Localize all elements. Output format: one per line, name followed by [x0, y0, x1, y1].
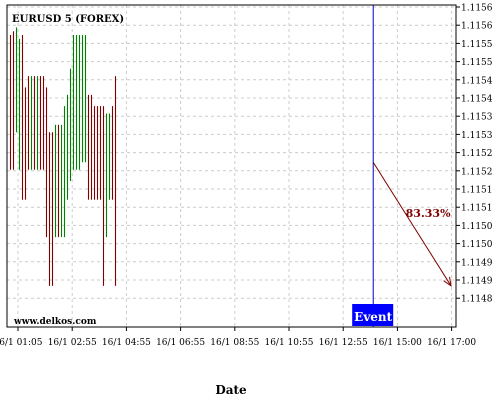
y-tick-label: 1.1150: [461, 240, 493, 250]
chart-title: EURUSD 5 (FOREX): [12, 14, 124, 25]
projection-line: [372, 161, 452, 287]
x-tick-label: 16/1 12:55: [319, 338, 368, 348]
projection-arrow: 83.33%: [372, 161, 452, 287]
y-tick-label: 1.1153: [461, 113, 493, 123]
x-tick-label: 16/1 02:55: [48, 338, 97, 348]
x-tick-label: 16/1 08:55: [210, 338, 259, 348]
y-tick-label: 1.1156: [461, 4, 493, 14]
y-tick-label: 1.1154: [461, 95, 493, 105]
y-tick-label: 1.1152: [461, 167, 493, 177]
grid-lines: [7, 5, 456, 327]
projection-label: 83.33%: [406, 207, 451, 220]
y-tick-label: 1.1155: [461, 58, 493, 68]
y-tick-label: 1.1151: [461, 186, 493, 196]
y-tick-label: 1.1155: [461, 40, 493, 50]
event-label: Event: [354, 310, 392, 324]
x-tick-label: 16/1 15:00: [373, 338, 422, 348]
price-bars: [9, 27, 117, 286]
y-axis-ticks: 1.1156 1.1156 1.1155 1.1155 1.1154 1.1154 1.11…: [456, 4, 493, 305]
plot-border: [6, 4, 457, 328]
x-tick-label: 16/1 04:55: [102, 338, 151, 348]
y-tick-label: 1.1151: [461, 204, 493, 214]
x-tick-label: 16/1 01:05: [0, 338, 43, 348]
event-marker: Event: [352, 5, 394, 327]
y-tick-label: 1.1152: [461, 149, 493, 159]
y-tick-label: 1.1154: [461, 76, 493, 86]
event-box: [352, 304, 394, 326]
x-tick-label: 16/1 10:55: [264, 338, 313, 348]
y-tick-label: 1.1149: [461, 277, 493, 287]
y-tick-label: 1.1153: [461, 131, 493, 141]
projection-arrowhead: [443, 276, 452, 287]
y-tick-label: 1.1148: [461, 295, 493, 305]
y-tick-label: 1.1156: [461, 22, 493, 32]
x-axis-ticks: 16/1 01:05 16/1 02:55 16/1 04:55 16/1 06:55…: [0, 327, 476, 348]
x-tick-label: 16/1 06:55: [156, 338, 205, 348]
x-tick-label: 16/1 17:00: [427, 338, 476, 348]
y-tick-label: 1.1150: [461, 222, 493, 232]
y-tick-label: 1.1149: [461, 258, 493, 268]
watermark: www.delkos.com: [13, 317, 97, 327]
x-axis-label: Date: [215, 383, 247, 397]
